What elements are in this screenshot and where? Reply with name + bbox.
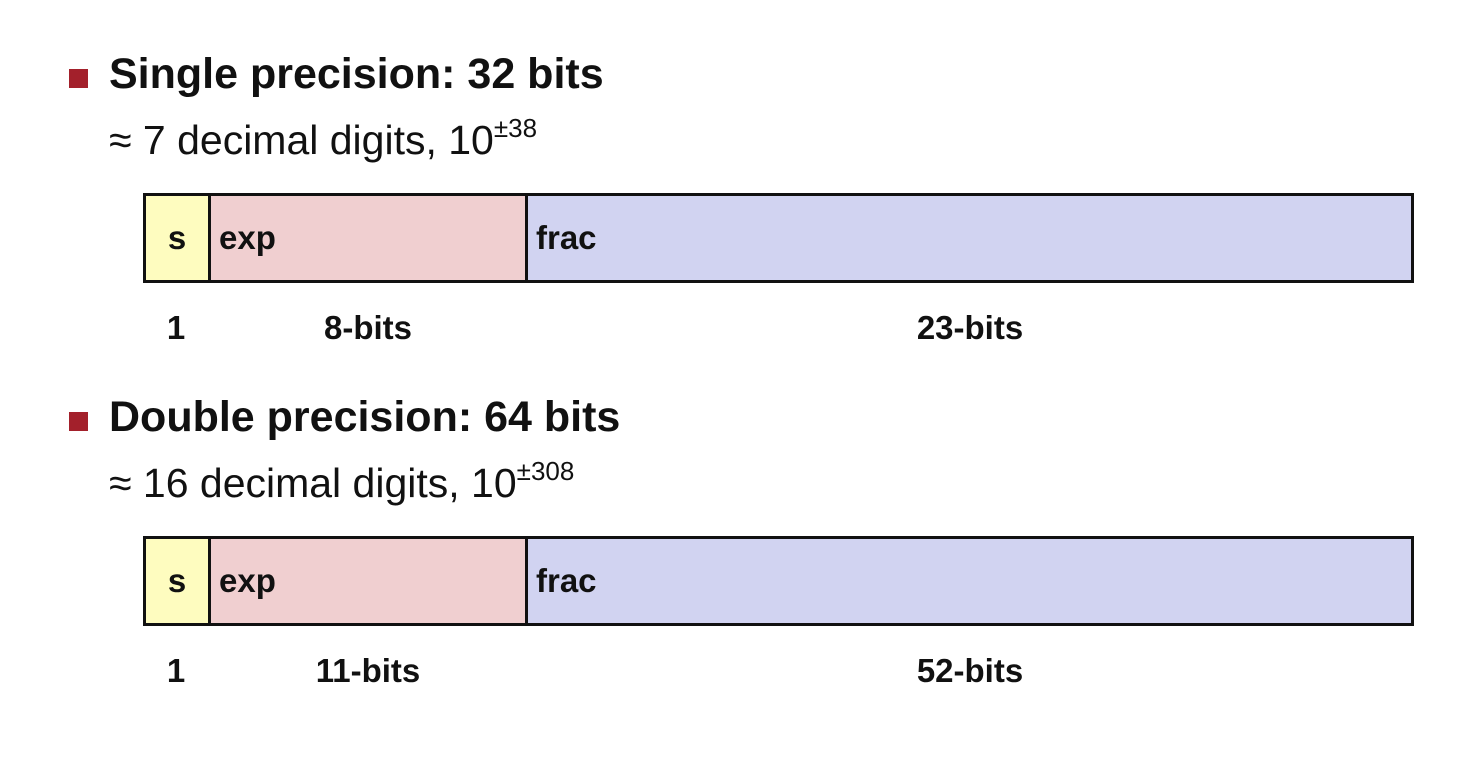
single-precision-bit-layout: s exp frac (143, 193, 1414, 283)
square-bullet-icon (69, 69, 88, 88)
fraction-bit-count: 52-bits (916, 652, 1024, 689)
double-precision-heading: Double precision: 64 bits (109, 393, 621, 441)
exponent-field: exp (211, 539, 528, 623)
range-text: ≈ 7 decimal digits, 10 (109, 117, 494, 163)
fraction-field: frac (528, 196, 1411, 280)
exponent-bit-count: 11-bits (315, 652, 421, 689)
sign-bit-count: 1 (166, 309, 186, 346)
fraction-bit-count: 23-bits (916, 309, 1024, 346)
sign-bit-count: 1 (166, 652, 186, 689)
exponent-field: exp (211, 196, 528, 280)
range-exponent: ±308 (516, 456, 575, 486)
square-bullet-icon (69, 412, 88, 431)
fraction-field: frac (528, 539, 1411, 623)
range-exponent: ±38 (493, 113, 538, 143)
range-text: ≈ 16 decimal digits, 10 (109, 460, 517, 506)
sign-field: s (146, 539, 211, 623)
exponent-bit-count: 8-bits (323, 309, 413, 346)
single-precision-range: ≈ 7 decimal digits, 10±38 (109, 114, 537, 166)
sign-field: s (146, 196, 211, 280)
double-precision-range: ≈ 16 decimal digits, 10±308 (109, 457, 574, 509)
double-precision-bit-layout: s exp frac (143, 536, 1414, 626)
single-precision-heading: Single precision: 32 bits (109, 50, 604, 98)
